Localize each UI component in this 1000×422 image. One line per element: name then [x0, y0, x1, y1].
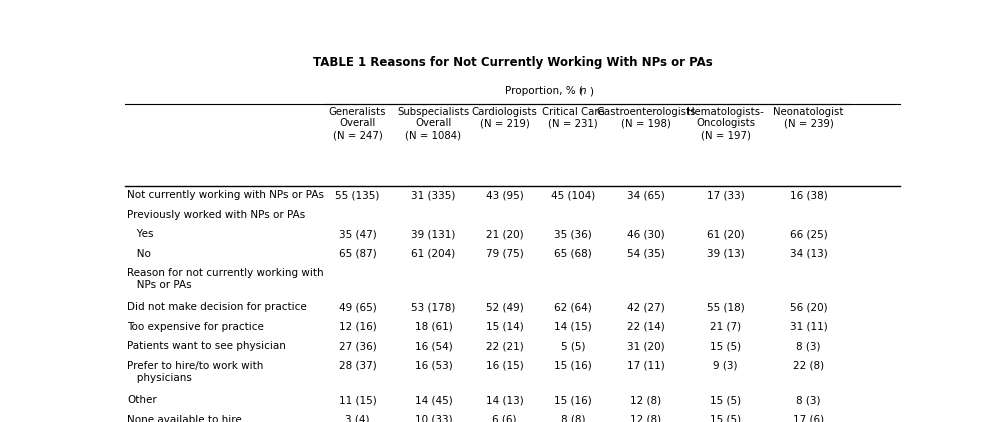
Text: 54 (35): 54 (35): [627, 249, 665, 259]
Text: 39 (13): 39 (13): [707, 249, 744, 259]
Text: 22 (21): 22 (21): [486, 341, 524, 352]
Text: Neonatologist
(N = 239): Neonatologist (N = 239): [773, 107, 844, 128]
Text: 35 (47): 35 (47): [339, 230, 376, 239]
Text: 52 (49): 52 (49): [486, 303, 524, 312]
Text: Prefer to hire/to work with
   physicians: Prefer to hire/to work with physicians: [127, 361, 264, 383]
Text: 15 (5): 15 (5): [710, 414, 741, 422]
Text: ): ): [589, 87, 593, 96]
Text: 35 (36): 35 (36): [554, 230, 592, 239]
Text: 55 (18): 55 (18): [707, 303, 744, 312]
Text: Critical Care
(N = 231): Critical Care (N = 231): [542, 107, 604, 128]
Text: 16 (15): 16 (15): [486, 361, 524, 371]
Text: 3 (4): 3 (4): [345, 414, 370, 422]
Text: 31 (11): 31 (11): [790, 322, 827, 332]
Text: 53 (178): 53 (178): [411, 303, 456, 312]
Text: 16 (38): 16 (38): [790, 190, 827, 200]
Text: 14 (15): 14 (15): [554, 322, 592, 332]
Text: 21 (20): 21 (20): [486, 230, 524, 239]
Text: Generalists
Overall
(N = 247): Generalists Overall (N = 247): [329, 107, 386, 140]
Text: 31 (20): 31 (20): [627, 341, 665, 352]
Text: 15 (5): 15 (5): [710, 395, 741, 405]
Text: 27 (36): 27 (36): [339, 341, 376, 352]
Text: 79 (75): 79 (75): [486, 249, 524, 259]
Text: 11 (15): 11 (15): [339, 395, 376, 405]
Text: Previously worked with NPs or PAs: Previously worked with NPs or PAs: [127, 210, 306, 220]
Text: 65 (68): 65 (68): [554, 249, 592, 259]
Text: 39 (131): 39 (131): [411, 230, 456, 239]
Text: 12 (8): 12 (8): [630, 414, 661, 422]
Text: Did not make decision for practice: Did not make decision for practice: [127, 303, 307, 312]
Text: Subspecialists
Overall
(N = 1084): Subspecialists Overall (N = 1084): [397, 107, 470, 140]
Text: 16 (53): 16 (53): [415, 361, 452, 371]
Text: 15 (16): 15 (16): [554, 361, 592, 371]
Text: 10 (33): 10 (33): [415, 414, 452, 422]
Text: 8 (3): 8 (3): [796, 395, 821, 405]
Text: Too expensive for practice: Too expensive for practice: [127, 322, 264, 332]
Text: 56 (20): 56 (20): [790, 303, 827, 312]
Text: 15 (16): 15 (16): [554, 395, 592, 405]
Text: 12 (16): 12 (16): [339, 322, 376, 332]
Text: Not currently working with NPs or PAs: Not currently working with NPs or PAs: [127, 190, 324, 200]
Text: No: No: [127, 249, 151, 259]
Text: 43 (95): 43 (95): [486, 190, 524, 200]
Text: 15 (5): 15 (5): [710, 341, 741, 352]
Text: 14 (45): 14 (45): [415, 395, 452, 405]
Text: TABLE 1 Reasons for Not Currently Working With NPs or PAs: TABLE 1 Reasons for Not Currently Workin…: [313, 56, 712, 68]
Text: Patients want to see physician: Patients want to see physician: [127, 341, 286, 352]
Text: 18 (61): 18 (61): [415, 322, 452, 332]
Text: Reason for not currently working with
   NPs or PAs: Reason for not currently working with NP…: [127, 268, 324, 290]
Text: 49 (65): 49 (65): [339, 303, 376, 312]
Text: 65 (87): 65 (87): [339, 249, 376, 259]
Text: 17 (11): 17 (11): [627, 361, 665, 371]
Text: 8 (8): 8 (8): [561, 414, 585, 422]
Text: Proportion, % (: Proportion, % (: [505, 87, 583, 96]
Text: 17 (33): 17 (33): [707, 190, 744, 200]
Text: 28 (37): 28 (37): [339, 361, 376, 371]
Text: Yes: Yes: [127, 230, 154, 239]
Text: 5 (5): 5 (5): [561, 341, 585, 352]
Text: Gastroenterologists
(N = 198): Gastroenterologists (N = 198): [596, 107, 696, 128]
Text: 34 (65): 34 (65): [627, 190, 665, 200]
Text: 12 (8): 12 (8): [630, 395, 661, 405]
Text: 42 (27): 42 (27): [627, 303, 665, 312]
Text: 22 (8): 22 (8): [793, 361, 824, 371]
Text: 8 (3): 8 (3): [796, 341, 821, 352]
Text: 55 (135): 55 (135): [335, 190, 380, 200]
Text: Other: Other: [127, 395, 157, 405]
Text: 14 (13): 14 (13): [486, 395, 524, 405]
Text: 16 (54): 16 (54): [415, 341, 452, 352]
Text: 34 (13): 34 (13): [790, 249, 827, 259]
Text: n: n: [580, 87, 586, 96]
Text: Hematologists-
Oncologists
(N = 197): Hematologists- Oncologists (N = 197): [687, 107, 764, 140]
Text: 31 (335): 31 (335): [411, 190, 456, 200]
Text: 61 (204): 61 (204): [411, 249, 456, 259]
Text: 17 (6): 17 (6): [793, 414, 824, 422]
Text: Cardiologists
(N = 219): Cardiologists (N = 219): [472, 107, 538, 128]
Text: None available to hire: None available to hire: [127, 414, 242, 422]
Text: 21 (7): 21 (7): [710, 322, 741, 332]
Text: 46 (30): 46 (30): [627, 230, 665, 239]
Text: 45 (104): 45 (104): [551, 190, 595, 200]
Text: 6 (6): 6 (6): [492, 414, 517, 422]
Text: 66 (25): 66 (25): [790, 230, 827, 239]
Text: 22 (14): 22 (14): [627, 322, 665, 332]
Text: 61 (20): 61 (20): [707, 230, 744, 239]
Text: 62 (64): 62 (64): [554, 303, 592, 312]
Text: 9 (3): 9 (3): [713, 361, 738, 371]
Text: 15 (14): 15 (14): [486, 322, 524, 332]
